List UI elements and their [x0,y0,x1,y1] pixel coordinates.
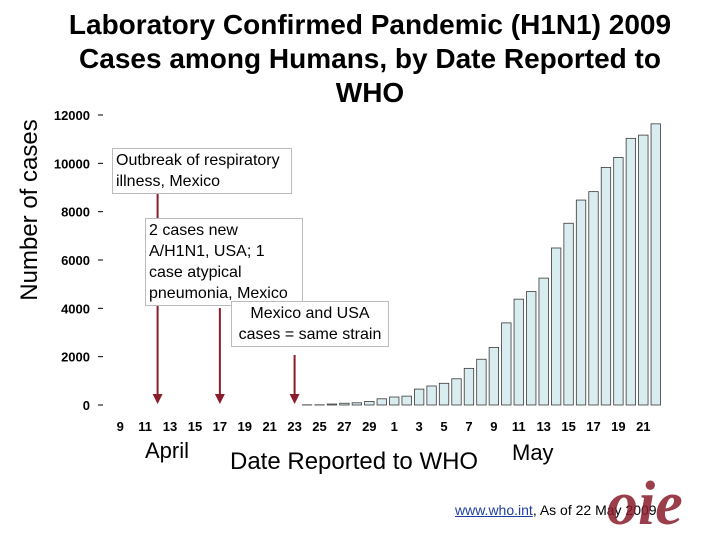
bar [650,123,661,406]
x-tick-label: 17 [213,419,227,434]
x-tick-label: 17 [586,419,600,434]
bar [463,367,475,406]
bar [438,382,450,406]
y-tick-label: 12000 [54,108,90,123]
source-note: www.who.int, As of 22 May 2009 [455,502,657,518]
bar [538,277,549,406]
y-tick-label: 10000 [54,156,90,171]
x-tick-label: 11 [512,419,526,434]
annotation-new-cases: 2 cases new A/H1N1, USA; 1 case atypical… [145,218,303,306]
bar [488,346,499,406]
x-tick-label: 21 [636,419,650,434]
bar [588,191,599,406]
arrow-same-strain-head [289,394,300,404]
month-label-april: April [145,438,190,463]
x-tick-label: 19 [611,419,625,434]
x-tick-label: 27 [337,419,351,434]
arrow-new-cases-head [214,394,225,404]
x-tick-label: 13 [163,419,177,434]
x-tick-label: 19 [238,419,252,434]
x-tick-label: 25 [312,419,326,434]
x-tick-label: 9 [117,419,124,434]
bar [401,395,412,406]
bar [364,401,375,406]
arrow-outbreak-head [152,394,163,404]
x-tick-label: 29 [362,419,376,434]
bar [575,199,587,406]
bar [326,403,338,406]
annotation-same-strain: Mexico and USA cases = same strain [231,301,389,347]
bar [339,402,350,406]
source-date: , As of 22 May 2009 [532,502,657,518]
bar [451,378,462,406]
x-tick-label: 5 [440,419,447,434]
x-tick-label: 15 [561,419,575,434]
bar [613,157,624,406]
bar [501,322,512,406]
bar [638,134,649,406]
bar [376,398,387,406]
y-tick-label: 0 [83,398,90,413]
bar [414,388,425,406]
x-tick-label: 23 [287,419,301,434]
x-tick-label: 15 [188,419,202,434]
y-tick-label: 2000 [61,350,90,365]
x-tick-label: 1 [391,419,398,434]
chart-title: Laboratory Confirmed Pandemic (H1N1) 200… [68,9,672,108]
bar [600,167,612,406]
bar [426,385,437,406]
bar [625,137,636,406]
y-tick-label: 8000 [61,205,90,220]
bar [476,358,487,406]
month-label-may: May [512,440,554,465]
bar [551,247,562,406]
x-tick-label: 9 [490,419,497,434]
x-axis-label: Date Reported to WHO [230,448,479,475]
x-tick-label: 7 [465,419,472,434]
source-link[interactable]: www.who.int [455,502,533,518]
x-tick-label: 13 [536,419,550,434]
y-tick-label: 4000 [61,301,90,316]
x-tick-label: 3 [416,419,423,434]
annotation-outbreak: Outbreak of respiratory illness, Mexico [112,148,292,194]
oie-logo: oie [607,470,683,536]
bar [513,298,524,406]
x-tick-label: 21 [262,419,276,434]
bar [526,291,537,406]
bar [389,396,400,406]
oie-logo-text: oie [607,470,683,536]
x-tick-label: 11 [138,419,152,434]
bar [351,402,362,406]
y-tick-label: 6000 [61,253,90,268]
bar [563,222,574,406]
